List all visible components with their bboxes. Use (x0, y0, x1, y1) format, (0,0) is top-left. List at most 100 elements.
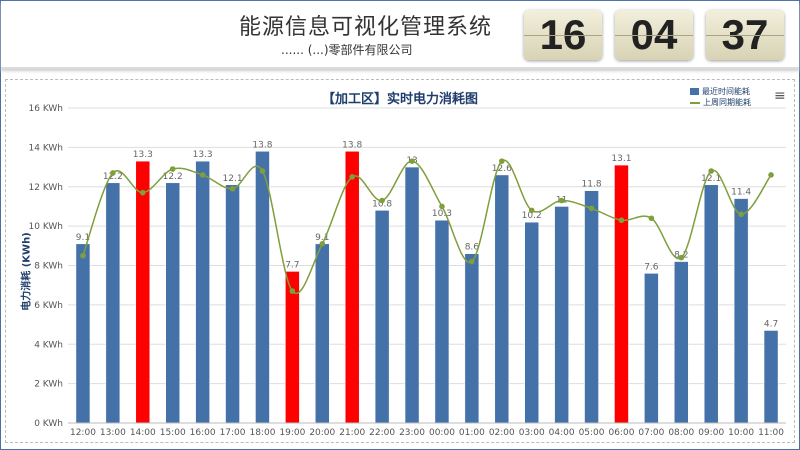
x-tick-label: 08:00 (668, 428, 694, 438)
bar (75, 243, 91, 424)
legend-item-lastweek[interactable]: 上周同期能耗 (690, 97, 751, 108)
bar-data-label: 13.1 (611, 154, 631, 164)
bar-data-label: 8.6 (465, 243, 480, 253)
lastweek-point (259, 168, 266, 174)
bar-data-label: 13.8 (252, 140, 272, 150)
bar (404, 166, 420, 424)
lastweek-point (110, 170, 116, 176)
x-tick-label: 01:00 (459, 428, 485, 438)
legend-line-swatch-icon (690, 101, 700, 104)
clock-seconds: 37 (706, 10, 784, 60)
lastweek-point (618, 217, 625, 224)
x-tick-label: 00:00 (429, 428, 455, 438)
x-tick-label: 03:00 (519, 428, 545, 438)
bar-data-label: 9.1 (315, 233, 329, 243)
x-tick-label: 16:00 (190, 428, 216, 438)
bar (554, 206, 569, 424)
bar-data-label: 10.3 (432, 209, 452, 219)
x-tick-label: 19:00 (279, 428, 305, 438)
lastweek-point (80, 252, 86, 259)
chart-panel (5, 79, 795, 443)
y-tick-label: 16 KWh (29, 104, 64, 114)
lastweek-point (738, 211, 744, 218)
company-name: ...... (...)零部件有限公司 (281, 43, 413, 57)
lastweek-point (558, 197, 565, 204)
x-tick-label: 20:00 (309, 428, 335, 438)
bar-data-label: 13.8 (342, 140, 362, 150)
bar (733, 198, 749, 424)
clock-minutes: 04 (615, 10, 693, 60)
bar-data-label: 7.7 (285, 260, 299, 270)
lastweek-point (409, 158, 415, 164)
x-tick-label: 15:00 (160, 428, 186, 438)
x-tick-label: 17:00 (220, 428, 246, 438)
legend-item-recent[interactable]: 最近时间能耗 (690, 86, 751, 97)
hamburger-menu-icon[interactable]: ≡ (774, 88, 786, 104)
lastweek-point (708, 168, 715, 174)
app-title: 能源信息可视化管理系统 (239, 15, 493, 40)
bar-data-label: 9.1 (76, 233, 90, 243)
bar-data-label: 12.6 (492, 164, 512, 174)
lastweek-point (199, 172, 206, 178)
bar (584, 190, 599, 424)
y-tick-label: 10 KWh (29, 222, 64, 232)
y-tick-label: 14 KWh (29, 143, 64, 153)
lastweek-point (349, 174, 356, 180)
bar-data-label: 11.8 (582, 180, 602, 190)
bar (315, 243, 330, 424)
y-tick-label: 8 KWh (34, 262, 63, 272)
lastweek-point (379, 197, 385, 204)
x-tick-label: 07:00 (638, 428, 664, 438)
bar-data-label: 13.3 (193, 150, 213, 160)
bar (285, 271, 300, 424)
bar (344, 151, 360, 424)
bar (703, 184, 719, 424)
lastweek-point (648, 215, 655, 222)
lastweek-point (319, 241, 326, 247)
x-tick-label: 14:00 (130, 428, 156, 438)
bar (434, 219, 450, 424)
lastweek-point (469, 258, 475, 265)
x-tick-label: 23:00 (399, 428, 425, 438)
bar (105, 182, 121, 424)
bar (763, 330, 779, 424)
x-tick-label: 10:00 (728, 428, 754, 438)
bar (524, 221, 539, 424)
bar (165, 182, 180, 424)
bar (674, 261, 689, 424)
lastweek-point (528, 207, 535, 214)
clock-hours: 16 (524, 10, 602, 60)
x-tick-label: 06:00 (608, 428, 634, 438)
bar (195, 160, 210, 424)
x-tick-label: 05:00 (579, 428, 605, 438)
lastweek-point (498, 158, 505, 164)
y-tick-label: 4 KWh (34, 340, 63, 350)
lastweek-line (82, 159, 772, 295)
x-tick-label: 09:00 (698, 428, 724, 438)
y-tick-label: 2 KWh (34, 380, 63, 390)
x-tick-label: 21:00 (339, 428, 365, 438)
bar (464, 253, 480, 424)
bar (225, 184, 240, 424)
lastweek-point (289, 288, 296, 294)
bar-data-label: 10.8 (372, 199, 392, 209)
y-tick-label: 0 KWh (34, 419, 63, 429)
bar-data-label: 12.1 (223, 174, 243, 184)
x-tick-label: 18:00 (249, 428, 275, 438)
legend: 最近时间能耗 上周同期能耗 (690, 86, 751, 108)
bar-data-label: 13.3 (133, 150, 153, 160)
x-tick-label: 02:00 (489, 428, 515, 438)
bar-data-label: 7.6 (644, 262, 659, 272)
bar (255, 151, 270, 424)
x-tick-label: 13:00 (100, 428, 126, 438)
bar-data-label: 12.1 (701, 174, 721, 184)
bar-data-label: 4.7 (764, 319, 778, 329)
x-tick-label: 12:00 (70, 428, 96, 438)
bar (135, 160, 151, 424)
x-tick-label: 22:00 (369, 428, 395, 438)
lastweek-point (169, 166, 176, 172)
lastweek-point (229, 185, 236, 192)
bar-data-label: 10.2 (522, 211, 542, 221)
lastweek-point (588, 205, 595, 212)
